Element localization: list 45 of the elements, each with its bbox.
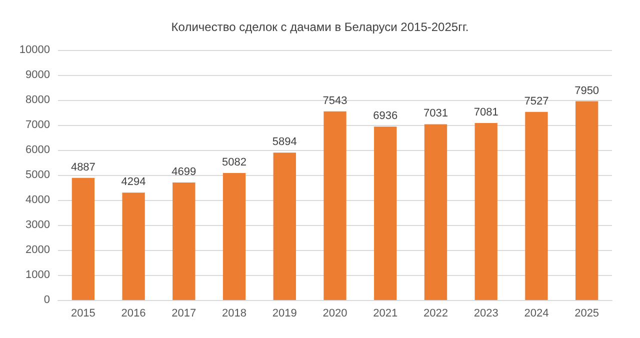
bar — [122, 192, 145, 300]
x-tick-label: 2019 — [272, 308, 297, 320]
bar — [324, 111, 346, 300]
data-label: 7081 — [474, 106, 498, 118]
x-tick-label: 2015 — [70, 308, 96, 320]
y-tick-label: 1000 — [26, 269, 50, 281]
y-tick-label: 6000 — [26, 144, 50, 156]
x-tick-label: 2016 — [121, 308, 146, 320]
y-tick-label: 4000 — [26, 194, 50, 206]
x-tick-label: 2024 — [524, 308, 549, 320]
data-label: 5082 — [222, 156, 247, 168]
bar — [222, 172, 246, 300]
y-tick-label: 9000 — [26, 69, 50, 81]
data-label: 7543 — [322, 94, 348, 107]
bar — [474, 122, 498, 300]
data-label: 4294 — [121, 176, 146, 188]
y-tick-label: 10000 — [19, 44, 50, 56]
data-label: 4699 — [172, 166, 196, 178]
x-tick-label: 2018 — [222, 308, 247, 320]
chart-title: Количество сделок с дачами в Беларуси 2015-2025гг. — [171, 20, 469, 34]
bar — [374, 126, 397, 300]
bar — [525, 112, 548, 300]
data-label: 7527 — [524, 95, 549, 108]
bar — [424, 124, 448, 300]
y-tick-label: 7000 — [26, 119, 50, 131]
bar — [273, 152, 296, 300]
x-tick-label: 2025 — [574, 308, 600, 320]
bar — [575, 101, 598, 300]
y-tick-label: 0 — [44, 294, 50, 306]
bar — [72, 178, 95, 300]
data-label: 7950 — [574, 84, 600, 97]
x-tick-label: 2022 — [423, 308, 448, 320]
data-label: 4887 — [70, 161, 96, 174]
x-tick-label: 2023 — [474, 308, 498, 320]
data-label: 6936 — [373, 110, 398, 122]
x-tick-label: 2021 — [373, 308, 398, 320]
y-tick-label: 8000 — [26, 94, 50, 106]
data-label: 7031 — [423, 108, 448, 120]
x-tick-label: 2017 — [172, 308, 196, 320]
y-tick-label: 5000 — [26, 169, 50, 181]
data-label: 5894 — [272, 136, 297, 148]
bar — [172, 182, 196, 300]
x-tick-label: 2020 — [322, 308, 348, 320]
y-tick-label: 2000 — [26, 244, 50, 256]
y-tick-label: 3000 — [26, 219, 50, 231]
